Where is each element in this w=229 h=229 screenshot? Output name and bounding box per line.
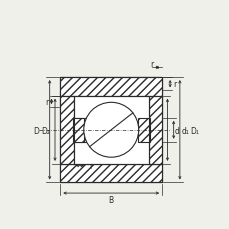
Bar [138,118,149,142]
Bar [138,118,149,142]
Text: D₂: D₂ [41,126,50,135]
Bar [73,118,87,142]
Bar [60,164,161,183]
Bar [60,78,161,183]
Bar [148,96,161,164]
Bar [60,78,161,96]
Text: d: d [174,126,179,135]
Bar [73,118,87,142]
Bar [60,164,161,183]
Bar [72,118,84,142]
Bar [148,96,161,164]
Text: d₁: d₁ [180,126,188,135]
Text: r: r [149,60,153,69]
Text: B: B [108,195,113,204]
Bar [60,78,161,96]
Bar [60,78,161,183]
Text: r: r [172,80,175,89]
Bar [60,96,73,164]
Text: D₁: D₁ [190,126,199,135]
Bar [60,96,73,164]
Bar [72,118,84,142]
Text: r: r [45,98,49,106]
Text: D: D [33,126,39,135]
Text: r: r [89,161,93,170]
Bar [73,96,148,164]
Circle shape [83,103,138,158]
